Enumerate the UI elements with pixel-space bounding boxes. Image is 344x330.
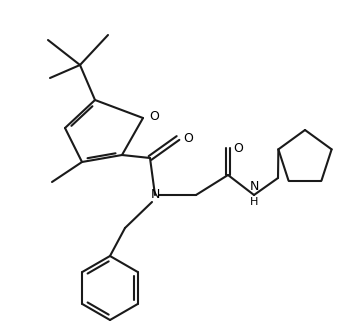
- Text: N: N: [249, 180, 259, 193]
- Text: O: O: [149, 110, 159, 122]
- Text: H: H: [250, 197, 258, 207]
- Text: O: O: [233, 142, 243, 154]
- Text: N: N: [150, 188, 160, 202]
- Text: O: O: [183, 131, 193, 145]
